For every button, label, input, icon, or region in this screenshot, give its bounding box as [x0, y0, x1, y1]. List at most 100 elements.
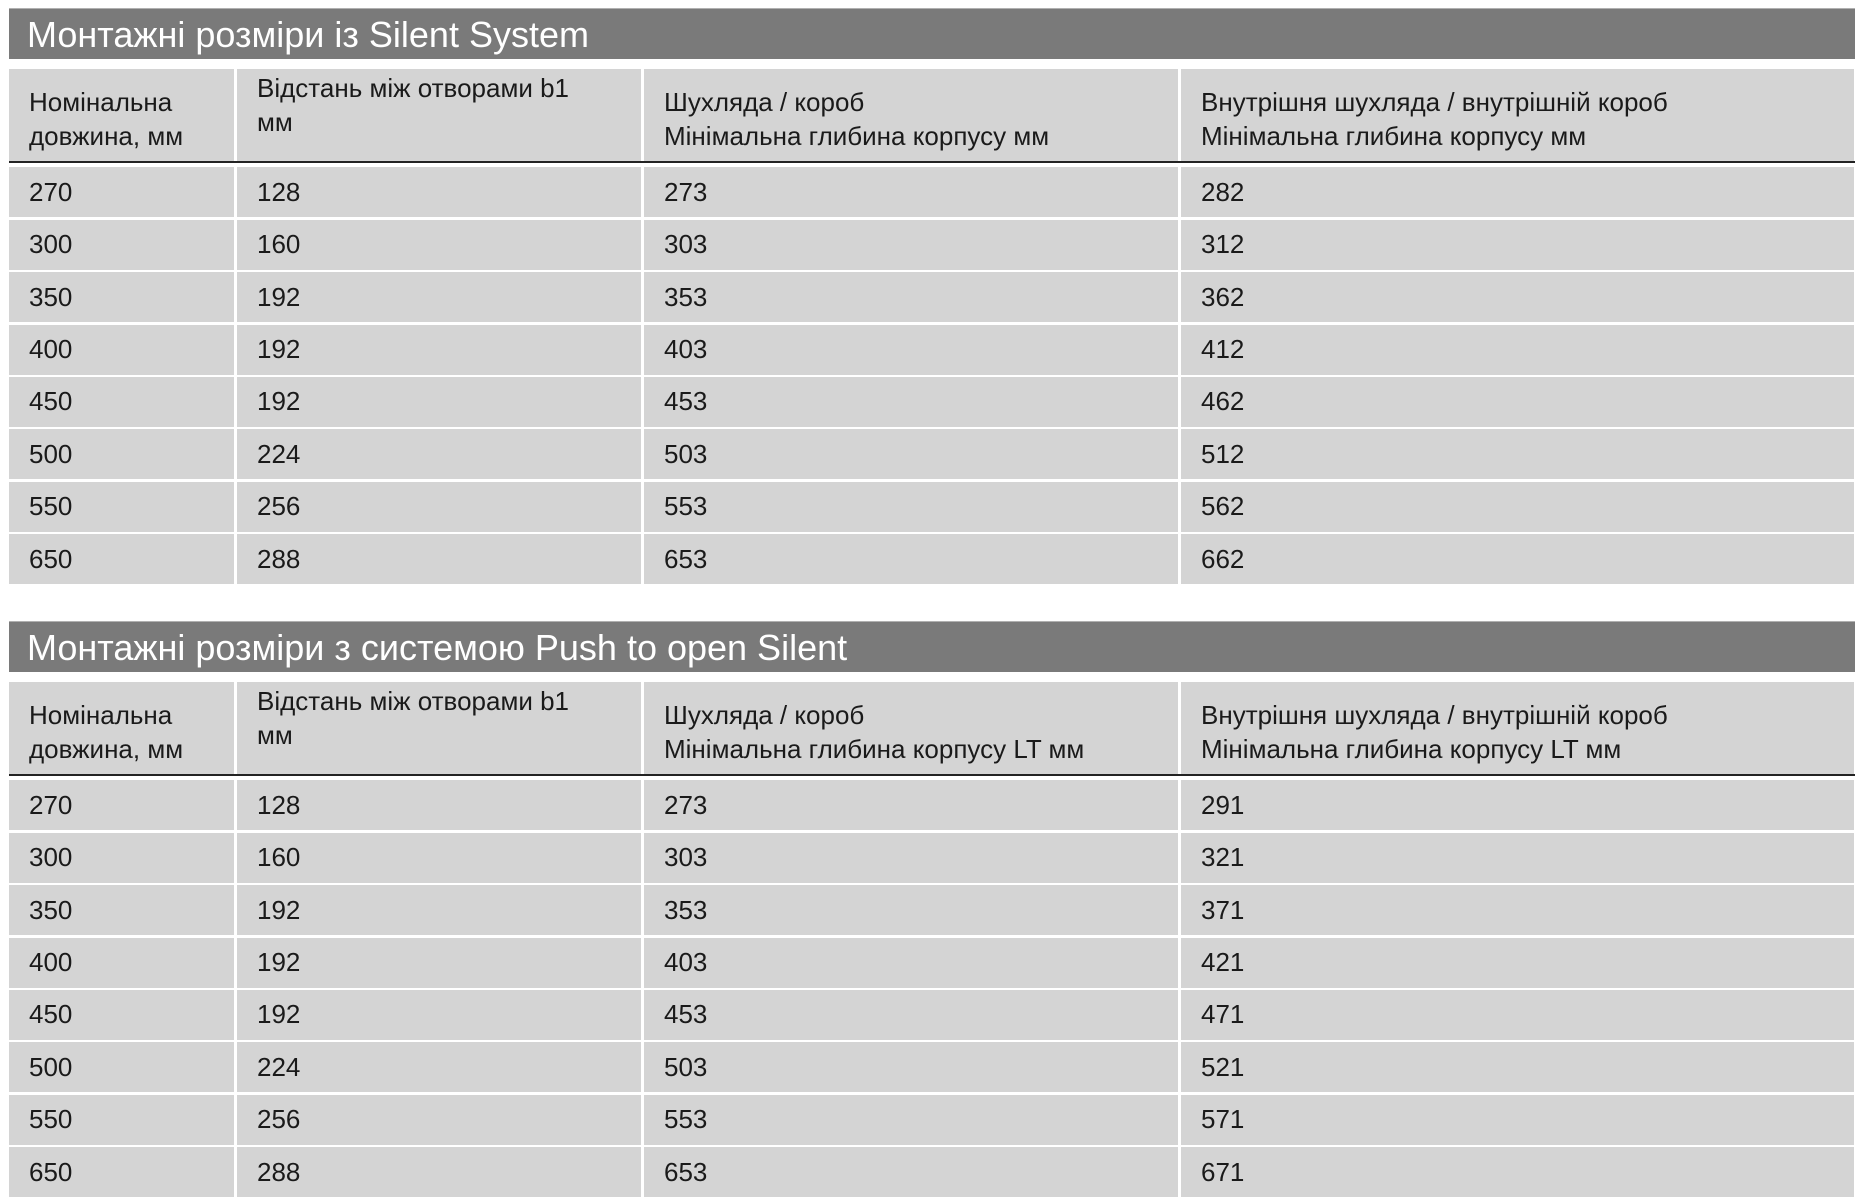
- table-cell: 224: [237, 429, 641, 480]
- table-header-row: Номінальна довжина, мм Відстань між отвора…: [9, 69, 1855, 163]
- header-line: Внутрішня шухляда / внутрішній короб: [1201, 700, 1668, 730]
- table-cell: 462: [1181, 376, 1854, 427]
- table-cell: 521: [1181, 1042, 1854, 1093]
- dimension-table: Номінальна довжина, мм Відстань між отвора…: [9, 69, 1855, 585]
- table-cell: 256: [237, 481, 641, 532]
- header-line: Мінімальна глибина корпусу LT мм: [1201, 734, 1622, 764]
- table-cell: 650: [9, 1147, 234, 1198]
- table-cell: 192: [237, 272, 641, 323]
- table-cell: 450: [9, 989, 234, 1040]
- section-title: Монтажні розміри із Silent System: [9, 8, 1855, 59]
- dimension-table-section: Монтажні розміри з системою Push to open…: [9, 621, 1855, 1198]
- table-cell: 503: [644, 429, 1178, 480]
- table-cell: 350: [9, 272, 234, 323]
- header-line: мм: [257, 107, 293, 137]
- header-line: Шухляда / короб: [664, 700, 865, 730]
- table-cell: 291: [1181, 780, 1854, 831]
- table-cell: 224: [237, 1042, 641, 1093]
- table-cell: 453: [644, 989, 1178, 1040]
- table-cell: 571: [1181, 1094, 1854, 1145]
- table-cell: 192: [237, 885, 641, 936]
- table-row: 450 192 453 462: [9, 376, 1855, 427]
- table-cell: 128: [237, 167, 641, 218]
- table-cell: 450: [9, 376, 234, 427]
- table-cell: 312: [1181, 219, 1854, 270]
- table-cell: 303: [644, 219, 1178, 270]
- table-cell: 500: [9, 429, 234, 480]
- column-header: Шухляда / короб Мінімальна глибина корпус…: [644, 69, 1178, 161]
- header-line: Номінальна: [29, 700, 173, 730]
- table-cell: 270: [9, 167, 234, 218]
- table-cell: 303: [644, 832, 1178, 883]
- table-cell: 550: [9, 481, 234, 532]
- table-cell: 270: [9, 780, 234, 831]
- table-cell: 400: [9, 324, 234, 375]
- table-cell: 353: [644, 885, 1178, 936]
- table-cell: 562: [1181, 481, 1854, 532]
- header-line: Номінальна: [29, 87, 173, 117]
- table-cell: 662: [1181, 534, 1854, 585]
- table-cell: 192: [237, 937, 641, 988]
- header-line: довжина, мм: [29, 121, 184, 151]
- section-title: Монтажні розміри з системою Push to open…: [9, 621, 1855, 672]
- table-cell: 471: [1181, 989, 1854, 1040]
- table-cell: 553: [644, 1094, 1178, 1145]
- table-row: 400 192 403 421: [9, 937, 1855, 988]
- table-cell: 453: [644, 376, 1178, 427]
- table-cell: 421: [1181, 937, 1854, 988]
- table-cell: 412: [1181, 324, 1854, 375]
- table-cell: 500: [9, 1042, 234, 1093]
- table-row: 650 288 653 662: [9, 534, 1855, 585]
- table-cell: 403: [644, 937, 1178, 988]
- table-cell: 512: [1181, 429, 1854, 480]
- table-cell: 553: [644, 481, 1178, 532]
- table-cell: 288: [237, 1147, 641, 1198]
- table-cell: 128: [237, 780, 641, 831]
- table-cell: 282: [1181, 167, 1854, 218]
- column-header: Відстань між отворами b1 мм: [237, 69, 641, 161]
- column-header: Шухляда / короб Мінімальна глибина корпус…: [644, 682, 1178, 774]
- table-cell: 403: [644, 324, 1178, 375]
- table-row: 300 160 303 312: [9, 219, 1855, 270]
- table-cell: 288: [237, 534, 641, 585]
- header-line: Шухляда / короб: [664, 87, 865, 117]
- table-cell: 160: [237, 219, 641, 270]
- column-header: Номінальна довжина, мм: [9, 682, 234, 774]
- table-row: 550 256 553 562: [9, 481, 1855, 532]
- table-row: 500 224 503 521: [9, 1042, 1855, 1093]
- header-line: Внутрішня шухляда / внутрішній короб: [1201, 87, 1668, 117]
- table-cell: 653: [644, 534, 1178, 585]
- header-line: Відстань між отворами b1: [257, 686, 569, 716]
- header-line: довжина, мм: [29, 734, 184, 764]
- column-header: Номінальна довжина, мм: [9, 69, 234, 161]
- table-row: 650 288 653 671: [9, 1147, 1855, 1198]
- table-cell: 353: [644, 272, 1178, 323]
- table-cell: 362: [1181, 272, 1854, 323]
- table-row: 350 192 353 371: [9, 885, 1855, 936]
- header-line: Мінімальна глибина корпусу LT мм: [664, 734, 1085, 764]
- table-cell: 300: [9, 832, 234, 883]
- table-cell: 192: [237, 324, 641, 375]
- table-row: 550 256 553 571: [9, 1094, 1855, 1145]
- dimension-table: Номінальна довжина, мм Відстань між отвора…: [9, 682, 1855, 1198]
- table-cell: 273: [644, 167, 1178, 218]
- table-row: 400 192 403 412: [9, 324, 1855, 375]
- column-header: Внутрішня шухляда / внутрішній короб Міні…: [1181, 682, 1854, 774]
- table-cell: 192: [237, 989, 641, 1040]
- table-row: 350 192 353 362: [9, 272, 1855, 323]
- table-cell: 650: [9, 534, 234, 585]
- header-line: Мінімальна глибина корпусу мм: [664, 121, 1050, 151]
- table-cell: 256: [237, 1094, 641, 1145]
- table-cell: 321: [1181, 832, 1854, 883]
- table-row: 270 128 273 291: [9, 780, 1855, 831]
- table-row: 450 192 453 471: [9, 989, 1855, 1040]
- column-header: Внутрішня шухляда / внутрішній короб Міні…: [1181, 69, 1854, 161]
- table-cell: 653: [644, 1147, 1178, 1198]
- table-cell: 273: [644, 780, 1178, 831]
- table-cell: 371: [1181, 885, 1854, 936]
- table-row: 270 128 273 282: [9, 167, 1855, 218]
- table-cell: 350: [9, 885, 234, 936]
- table-cell: 192: [237, 376, 641, 427]
- dimension-table-section: Монтажні розміри із Silent System Номінал…: [9, 8, 1855, 585]
- header-line: Відстань між отворами b1: [257, 73, 569, 103]
